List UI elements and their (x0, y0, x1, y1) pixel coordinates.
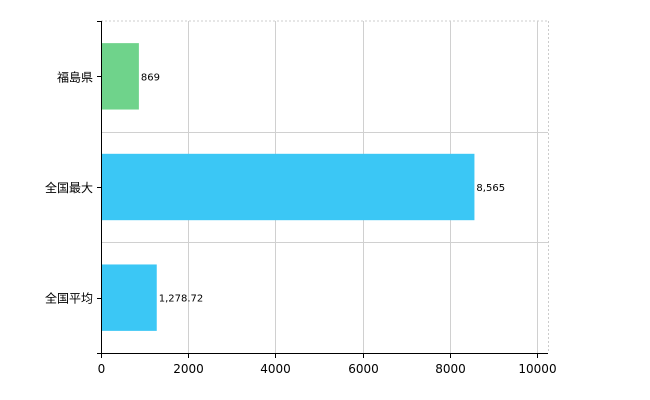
data-label: 1,278.72 (159, 294, 204, 305)
bar (101, 264, 157, 331)
axes (97, 21, 548, 358)
x-tick-label: 0 (98, 362, 106, 376)
category-label: 福島県 (57, 69, 93, 84)
grid (101, 20, 549, 353)
labels: 869 福島県 8,565 全国最大 1,278.72 全国平均 0 2000 4000 6000… (45, 69, 557, 376)
x-tick-label: 6000 (348, 362, 379, 376)
data-label: 8,565 (476, 183, 505, 194)
bar (101, 43, 139, 110)
category-label: 全国平均 (45, 291, 93, 306)
data-label: 869 (141, 72, 160, 83)
bars (101, 43, 475, 331)
x-tick-label: 4000 (260, 362, 291, 376)
x-tick-label: 10000 (518, 362, 556, 376)
category-label: 全国最大 (45, 180, 93, 195)
x-tick-label: 2000 (173, 362, 204, 376)
bar (101, 153, 475, 221)
x-tick-label: 8000 (435, 362, 466, 376)
